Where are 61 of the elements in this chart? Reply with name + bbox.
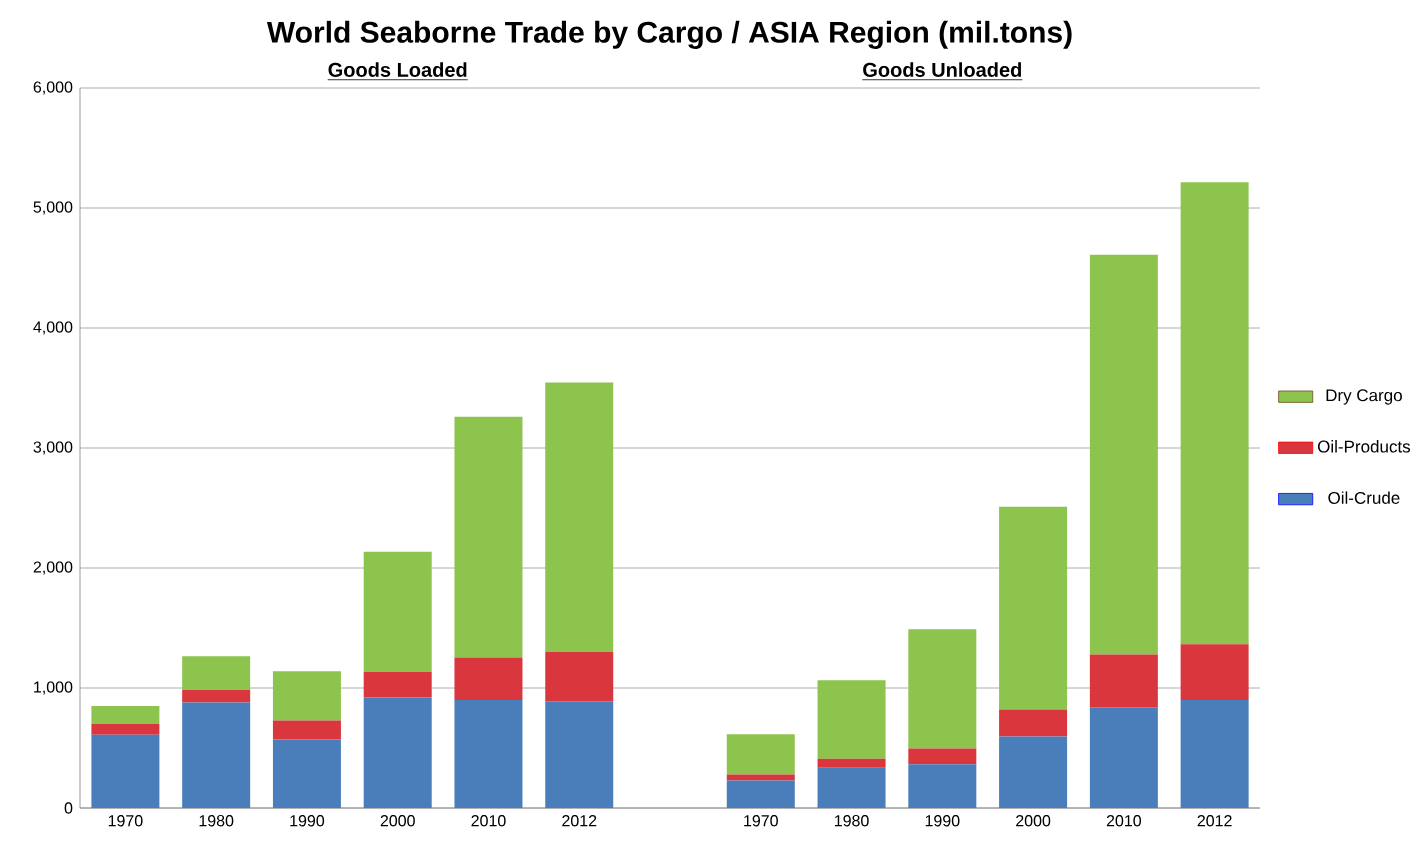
bar <box>817 680 886 759</box>
x-tick-label: 2010 <box>1106 815 1142 827</box>
y-tick-label: 0 <box>64 802 73 814</box>
x-tick-label: 1980 <box>199 815 234 827</box>
legend-label: Dry Cargo <box>1326 389 1402 405</box>
bar <box>1089 654 1158 708</box>
bar <box>999 709 1068 737</box>
bar <box>908 748 977 765</box>
bar <box>1180 644 1249 700</box>
bar <box>817 767 886 808</box>
bar <box>726 734 795 775</box>
bar <box>999 506 1068 710</box>
bar <box>454 416 523 658</box>
bar <box>1089 707 1158 808</box>
x-tick-label: 2012 <box>562 815 597 827</box>
chart-title: World Seaborne Trade by Cargo / ASIA Region (mil.tons) <box>266 20 1072 49</box>
bar <box>908 764 977 808</box>
y-tick-label: 2,000 <box>33 561 73 575</box>
bar <box>1089 254 1158 655</box>
bar <box>91 706 160 724</box>
y-tick-label: 6,000 <box>33 81 73 95</box>
y-tick-label: 3,000 <box>33 441 73 455</box>
x-tick-label: 1970 <box>744 815 778 827</box>
bar <box>454 657 523 700</box>
bar <box>182 656 251 690</box>
bar <box>545 382 614 652</box>
bar <box>272 739 341 808</box>
text: Goods Unloaded <box>863 62 1022 77</box>
bar <box>545 701 614 808</box>
x-tick-label: 1990 <box>925 815 960 827</box>
bar <box>272 671 341 721</box>
bar <box>1180 700 1249 808</box>
bar <box>454 700 523 808</box>
y-tick-label: 4,000 <box>33 321 73 335</box>
y-tick-label: 5,000 <box>33 201 73 215</box>
y-tick-label: 1,000 <box>34 681 73 695</box>
x-tick-label: 1990 <box>290 815 325 827</box>
bar <box>182 689 251 703</box>
bar <box>363 551 432 672</box>
bar <box>272 720 341 740</box>
x-tick-label: 1980 <box>834 815 869 827</box>
x-tick-label: 2010 <box>471 815 506 827</box>
x-tick-label: 2000 <box>1016 815 1051 827</box>
bar <box>182 702 251 808</box>
bar <box>545 652 614 702</box>
bar <box>363 697 432 808</box>
legend-label: Oil-Crude <box>1328 491 1400 504</box>
bar <box>908 629 977 749</box>
x-tick-label: 1970 <box>108 815 143 827</box>
bar <box>726 780 795 808</box>
bar <box>363 671 432 698</box>
x-tick-label: 2012 <box>1197 815 1232 827</box>
bar <box>91 734 160 808</box>
bar <box>726 774 795 781</box>
bar <box>999 736 1068 808</box>
bar <box>817 758 886 768</box>
bar <box>1180 182 1249 645</box>
legend-label: Oil-Products <box>1317 440 1411 453</box>
text: Goods Loaded <box>328 62 467 77</box>
bar <box>91 724 160 735</box>
x-tick-label: 2000 <box>380 815 415 827</box>
